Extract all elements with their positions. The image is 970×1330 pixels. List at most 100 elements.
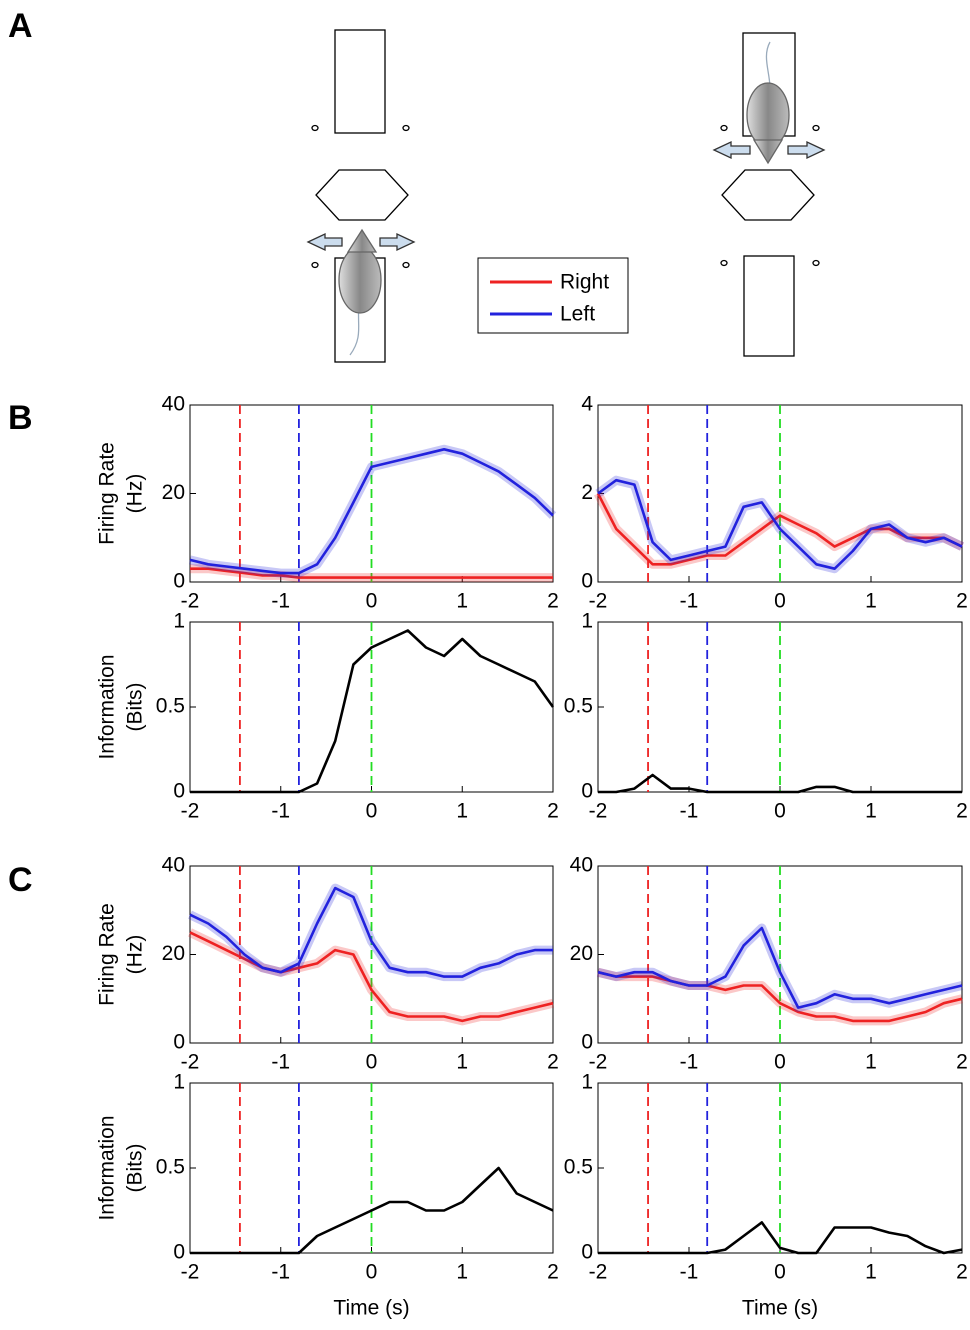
x-tick-label: 1 bbox=[865, 800, 877, 823]
y-tick-label: 0 bbox=[581, 1241, 593, 1264]
y-tick-label: 20 bbox=[162, 481, 185, 504]
series-line bbox=[598, 1221, 963, 1255]
x-tick-label: 0 bbox=[366, 590, 378, 613]
x-tick-label: 0 bbox=[366, 1051, 378, 1074]
x-tick-label: 1 bbox=[456, 1051, 468, 1074]
x-tick-label: 2 bbox=[547, 800, 559, 823]
y-tick-label: 2 bbox=[581, 481, 593, 504]
y-tick-label: 0.5 bbox=[564, 1156, 593, 1179]
x-tick-label: -1 bbox=[271, 800, 290, 823]
x-tick-label: 2 bbox=[956, 1051, 968, 1074]
x-axis-label: Time (s) bbox=[333, 1297, 409, 1320]
y-tick-label: 1 bbox=[173, 610, 185, 633]
series-line bbox=[190, 629, 555, 794]
x-tick-label: -2 bbox=[181, 1051, 200, 1074]
series-line bbox=[598, 773, 962, 794]
legend-label: Right bbox=[560, 271, 609, 294]
apparatus-left bbox=[306, 29, 416, 363]
x-tick-label: 0 bbox=[774, 800, 786, 823]
chart: 0 2 4 -2 -1 0 1 2 bbox=[581, 393, 968, 613]
x-tick-label: 1 bbox=[456, 1261, 468, 1284]
x-tick-label: -2 bbox=[589, 590, 608, 613]
series-line bbox=[190, 567, 553, 579]
legend-box bbox=[477, 257, 629, 334]
y-axis-label: (Hz) bbox=[124, 935, 147, 975]
y-tick-label: 20 bbox=[570, 942, 593, 965]
y-tick-label: 0 bbox=[581, 1031, 593, 1054]
x-tick-label: 0 bbox=[366, 1261, 378, 1284]
y-axis-label: (Bits) bbox=[124, 1144, 147, 1193]
chart: 0 20 40 -2 -1 0 1 2 Firing Rate (Hz) bbox=[96, 393, 559, 613]
y-axis-label: Firing Rate bbox=[96, 442, 119, 545]
y-tick-label: 40 bbox=[570, 854, 593, 877]
y-tick-label: 0 bbox=[173, 1241, 185, 1264]
x-tick-label: 1 bbox=[456, 590, 468, 613]
y-axis-label: (Bits) bbox=[124, 683, 147, 732]
x-tick-label: -1 bbox=[680, 590, 699, 613]
x-tick-label: 2 bbox=[956, 800, 968, 823]
chart: 0 0.5 1 -2 -1 0 1 2 Information (Bits) Time (s) bbox=[96, 1071, 559, 1320]
y-tick-label: 40 bbox=[162, 393, 185, 416]
chart: 0 20 40 -2 -1 0 1 2 bbox=[570, 854, 968, 1074]
x-tick-label: -2 bbox=[181, 590, 200, 613]
x-tick-label: 2 bbox=[956, 1261, 968, 1284]
x-tick-label: -1 bbox=[271, 1261, 290, 1284]
x-tick-label: -1 bbox=[680, 1261, 699, 1284]
x-tick-label: -1 bbox=[271, 1051, 290, 1074]
y-tick-label: 0.5 bbox=[156, 695, 185, 718]
y-axis-label: Information bbox=[96, 654, 119, 759]
x-tick-label: 2 bbox=[547, 1261, 559, 1284]
x-axis-label: Time (s) bbox=[742, 1297, 818, 1320]
y-tick-label: 0.5 bbox=[564, 695, 593, 718]
x-tick-label: 0 bbox=[774, 1051, 786, 1074]
y-tick-label: 0 bbox=[581, 570, 593, 593]
x-tick-label: -1 bbox=[271, 590, 290, 613]
y-tick-label: 4 bbox=[581, 393, 593, 416]
chart: 0 0.5 1 -2 -1 0 1 2 Time (s) bbox=[564, 1071, 968, 1320]
series-line bbox=[189, 886, 553, 978]
series-line bbox=[597, 926, 963, 1009]
x-tick-label: 2 bbox=[956, 590, 968, 613]
x-tick-label: 0 bbox=[366, 800, 378, 823]
y-tick-label: 40 bbox=[162, 854, 185, 877]
x-tick-label: -1 bbox=[680, 800, 699, 823]
y-tick-label: 0 bbox=[173, 1031, 185, 1054]
y-tick-label: 1 bbox=[173, 1071, 185, 1094]
panel-label: A bbox=[8, 7, 33, 45]
x-tick-label: 1 bbox=[865, 1051, 877, 1074]
y-tick-label: 0 bbox=[173, 780, 185, 803]
legend-label: Left bbox=[560, 303, 595, 326]
x-tick-label: -2 bbox=[181, 1261, 200, 1284]
y-tick-label: 1 bbox=[581, 1071, 593, 1094]
x-tick-label: 1 bbox=[865, 1261, 877, 1284]
x-tick-label: 1 bbox=[456, 800, 468, 823]
x-tick-label: -2 bbox=[589, 1051, 608, 1074]
y-tick-label: 20 bbox=[162, 942, 185, 965]
panel-label: C bbox=[8, 861, 33, 899]
chart: 0 0.5 1 -2 -1 0 1 2 bbox=[564, 610, 968, 823]
y-axis-label: (Hz) bbox=[124, 474, 147, 514]
x-tick-label: -2 bbox=[181, 800, 200, 823]
panel-label: B bbox=[8, 399, 33, 437]
series-line bbox=[189, 931, 554, 1023]
series-line bbox=[190, 1166, 554, 1255]
series-line bbox=[597, 970, 963, 1023]
y-axis-label: Firing Rate bbox=[96, 903, 119, 1006]
y-axis-label: Information bbox=[96, 1115, 119, 1220]
x-tick-label: -2 bbox=[589, 1261, 608, 1284]
x-tick-label: 1 bbox=[865, 590, 877, 613]
x-tick-label: -2 bbox=[589, 800, 608, 823]
y-tick-label: 1 bbox=[581, 610, 593, 633]
chart: 0 0.5 1 -2 -1 0 1 2 Information (Bits) bbox=[96, 610, 559, 823]
series-line bbox=[597, 478, 963, 570]
x-tick-label: 0 bbox=[774, 1261, 786, 1284]
x-tick-label: 0 bbox=[774, 590, 786, 613]
chart: 0 20 40 -2 -1 0 1 2 Firing Rate (Hz) bbox=[96, 854, 559, 1074]
x-tick-label: 2 bbox=[547, 590, 559, 613]
y-tick-label: 0.5 bbox=[156, 1156, 185, 1179]
x-tick-label: 2 bbox=[547, 1051, 559, 1074]
apparatus-right bbox=[712, 32, 826, 357]
legend: Right Left bbox=[477, 257, 629, 334]
y-tick-label: 0 bbox=[173, 570, 185, 593]
